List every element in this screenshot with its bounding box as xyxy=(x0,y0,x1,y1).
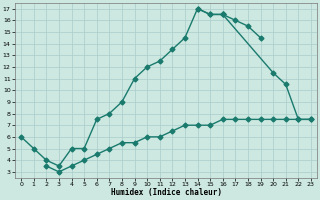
X-axis label: Humidex (Indice chaleur): Humidex (Indice chaleur) xyxy=(110,188,221,197)
